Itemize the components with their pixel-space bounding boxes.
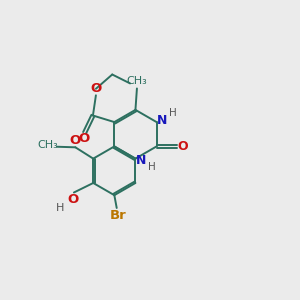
- Text: H: H: [169, 108, 177, 118]
- Text: CH₃: CH₃: [38, 140, 58, 150]
- Text: N: N: [136, 154, 146, 166]
- Text: O: O: [69, 134, 80, 147]
- Text: O: O: [177, 140, 188, 153]
- Text: H: H: [56, 203, 64, 213]
- Text: N: N: [157, 114, 167, 127]
- Text: O: O: [68, 193, 79, 206]
- Text: O: O: [78, 132, 90, 145]
- Text: O: O: [91, 82, 102, 95]
- Text: H: H: [148, 162, 156, 172]
- Text: Br: Br: [110, 209, 127, 222]
- Text: CH₃: CH₃: [127, 76, 147, 86]
